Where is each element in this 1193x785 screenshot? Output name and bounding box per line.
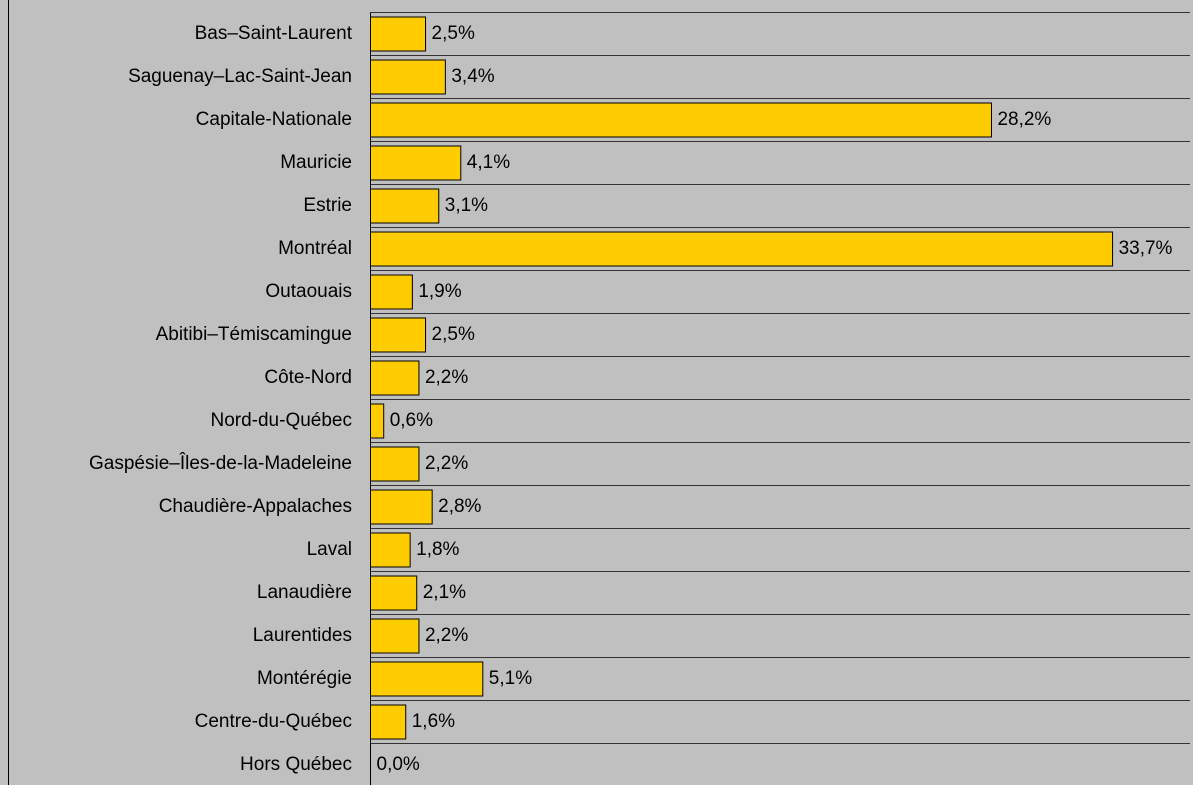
bar [370,704,407,740]
value-label: 2,2% [425,367,468,388]
category-label: Lanaudière [257,582,352,603]
bar [370,16,427,52]
category-label: Mauricie [280,152,352,173]
bar [370,446,420,482]
value-label: 3,1% [445,195,488,216]
category-label: Capitale-Nationale [196,109,352,130]
bar [370,59,446,95]
value-label: 1,8% [416,539,459,560]
bar [370,188,440,224]
value-label: 1,6% [412,711,455,732]
value-label: 2,2% [425,453,468,474]
category-label: Chaudière-Appalaches [159,496,352,517]
bar [370,575,418,611]
category-label: Laurentides [253,625,352,646]
category-label: Côte-Nord [264,367,352,388]
value-label: 1,9% [418,281,461,302]
bar [370,274,413,310]
category-label: Centre-du-Québec [195,711,352,732]
bar [370,231,1114,267]
value-label: 28,2% [997,109,1051,130]
value-label: 5,1% [489,668,532,689]
category-label: Laval [307,539,352,560]
bar [370,618,420,654]
category-label: Montérégie [257,668,352,689]
value-label: 33,7% [1119,238,1173,259]
value-label: 2,2% [425,625,468,646]
category-label: Outaouais [265,281,352,302]
bar [370,403,385,439]
value-label: 2,1% [423,582,466,603]
bar [370,489,433,525]
bar [370,102,992,138]
bar [370,317,427,353]
bar [370,360,420,396]
bar [370,661,484,697]
value-label: 4,1% [467,152,510,173]
value-label: 2,5% [432,23,475,44]
category-label: Gaspésie–Îles-de-la-Madeleine [89,452,352,474]
category-label: Montréal [278,238,352,259]
category-label: Estrie [303,195,352,216]
category-label: Bas–Saint-Laurent [195,23,353,44]
bar [370,145,462,181]
category-label: Hors Québec [240,754,352,775]
value-label: 0,0% [377,754,420,775]
value-label: 3,4% [451,66,494,87]
category-label: Saguenay–Lac-Saint-Jean [128,66,352,87]
value-label: 2,5% [432,324,475,345]
value-label: 0,6% [390,410,433,431]
category-label: Abitibi–Témiscamingue [156,324,352,345]
category-label: Nord-du-Québec [210,410,352,431]
value-label: 2,8% [438,496,481,517]
bar [370,532,411,568]
